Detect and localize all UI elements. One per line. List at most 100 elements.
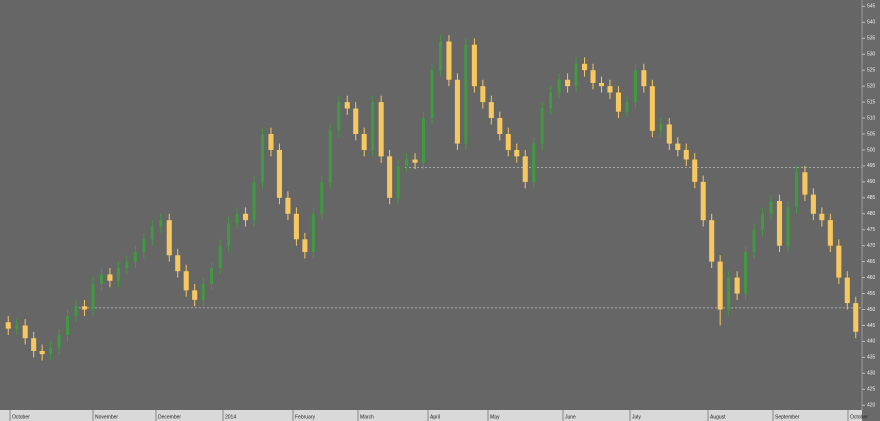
candle-body [49,347,53,355]
candle-body [438,41,442,71]
y-tick-label: 455 [867,291,876,297]
candle-body [505,134,511,150]
candle-body [471,44,477,87]
candle-body [344,102,350,109]
candle-body [480,86,486,103]
candle-body [844,277,850,304]
candle-body [371,102,375,150]
y-tick-label: 535 [867,36,876,42]
candle-body [709,220,715,262]
candle-body [717,261,723,310]
candle-body [464,44,468,144]
candle-body [276,149,282,198]
x-tick-label: October [850,414,868,420]
y-tick-label: 520 [867,83,876,89]
candle-body [218,245,222,269]
candle-body [692,159,698,182]
candle-body [582,63,588,71]
x-tick-label: October [12,414,30,420]
candle-body [776,201,783,246]
candle-body [192,290,198,300]
y-tick-label: 490 [867,179,876,185]
candle-body [659,124,663,131]
plot-area [0,0,862,410]
x-tick-label: November [95,414,118,420]
candle-body [700,181,706,221]
candle-body [412,159,418,163]
candle-body [125,261,129,269]
y-tick-label: 445 [867,323,876,329]
candle-body [827,220,833,246]
candle-body [666,124,672,144]
y-tick-label: 505 [867,131,876,137]
x-tick-label: July [632,414,641,420]
y-tick-label: 525 [867,68,876,74]
candle-body [853,303,859,332]
candle-body [150,226,154,240]
candle-body [565,79,571,87]
x-axis-panel [0,410,862,421]
y-tick-label: 425 [867,387,876,393]
candle-body [430,70,434,119]
candle-body [252,181,256,221]
y-tick-label: 465 [867,259,876,265]
candle-body [268,134,274,150]
x-tick-label: February [295,414,316,420]
candle-body [752,229,756,253]
candle-body [557,79,561,93]
y-tick-label: 540 [867,20,876,26]
candle-body [625,102,629,112]
y-tick-label: 475 [867,227,876,233]
y-tick-label: 480 [867,211,876,217]
candle-body [39,350,45,355]
candle-body [328,130,332,182]
candle-body [107,274,113,281]
candle-body [405,159,409,166]
y-tick-label: 495 [867,163,876,169]
candle-body [396,165,400,198]
y-tick-label: 440 [867,339,876,345]
x-tick-label: August [710,414,726,420]
candle-body [727,277,731,310]
candle-body [142,239,146,253]
candle-body [210,268,214,284]
x-tick-label: September [775,414,800,420]
candle-body [243,213,249,221]
candle-body [769,201,773,214]
candle-body [574,63,578,87]
candle-body [488,102,494,119]
candle-body [378,102,384,157]
candle-body [227,223,231,246]
candle-body [302,239,308,253]
x-tick-label: April [430,414,440,420]
candle-body [293,213,299,240]
candle-body [810,194,816,214]
candle-body [201,283,205,300]
candle-body [549,92,553,109]
y-tick-label: 460 [867,275,876,281]
candle-body [91,283,95,310]
candle-body [522,156,528,182]
candle-body [675,143,681,150]
candle-body [598,82,605,87]
candle-body [57,335,61,348]
candle-body [497,118,503,135]
candle-body [5,322,11,329]
candle-body [761,213,765,230]
x-tick-label: December [158,414,181,420]
y-tick-label: 470 [867,243,876,249]
x-tick-label: May [490,414,500,420]
candle-body [353,108,359,135]
candle-body [734,277,740,294]
candle-body [66,315,70,336]
x-tick-label: June [565,414,576,420]
x-tick-label: March [360,414,374,420]
candle-body [744,252,748,294]
y-tick-label: 500 [867,147,876,153]
candle-body [22,325,28,339]
candle-body [454,79,460,144]
candle-body [819,213,825,221]
candle-body [786,207,790,246]
candle-body [285,197,291,214]
candle-body [836,245,842,278]
